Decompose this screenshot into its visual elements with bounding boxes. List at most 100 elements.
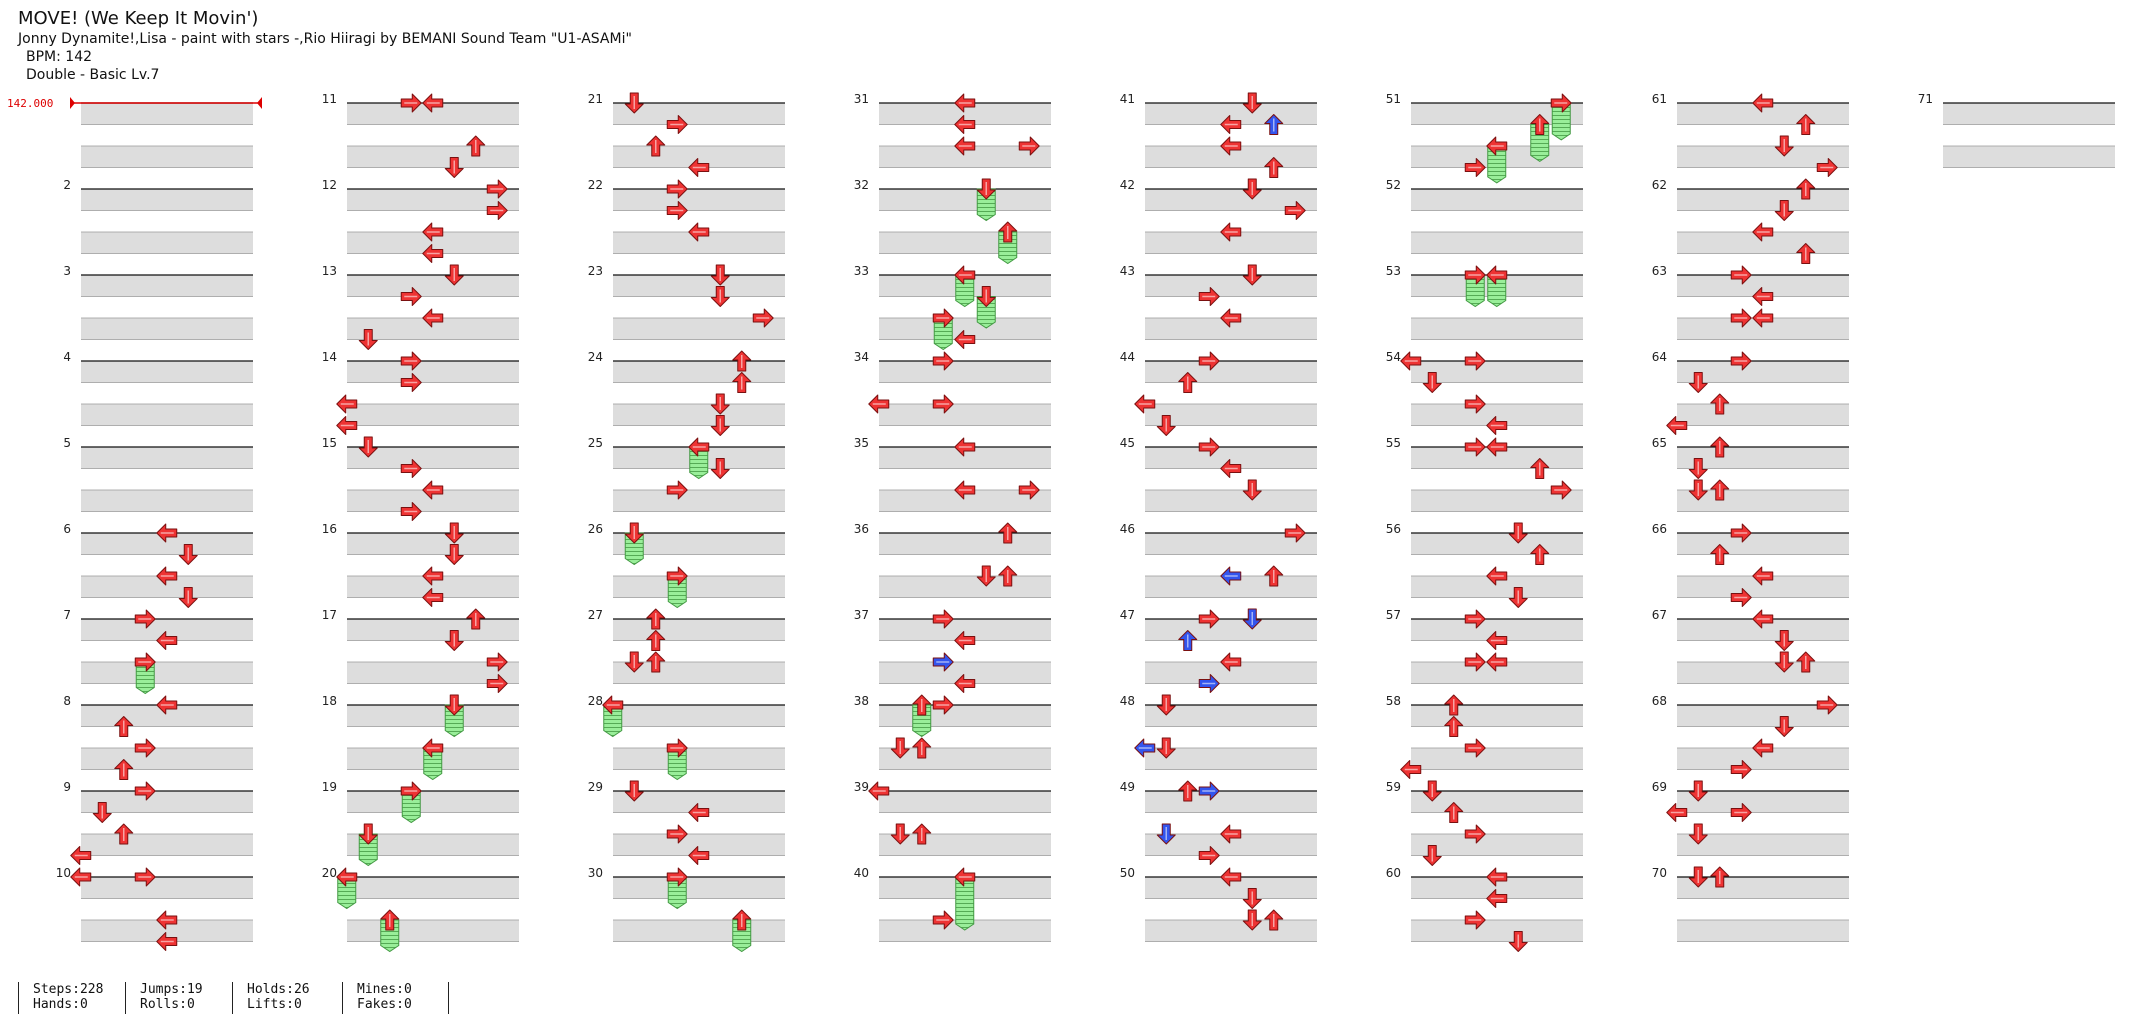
left-arrow-note xyxy=(954,867,976,887)
measure-number: 17 xyxy=(322,608,337,622)
right-arrow-note xyxy=(1730,588,1752,607)
beat-stripe xyxy=(347,232,519,254)
beat-stripe xyxy=(613,877,785,899)
hold-note-body xyxy=(1487,145,1507,184)
measure-number: 4 xyxy=(63,350,71,364)
beat-stripe xyxy=(1145,189,1317,211)
measure-number: 35 xyxy=(854,436,869,450)
beat-stripe xyxy=(1677,834,1849,856)
measure-number: 64 xyxy=(1652,350,1667,364)
down-arrow-note xyxy=(1688,372,1708,393)
measure-number: 57 xyxy=(1386,608,1401,622)
hold-note-body xyxy=(933,317,953,351)
right-arrow-note xyxy=(1198,674,1220,693)
beat-stripe xyxy=(1411,361,1583,383)
down-arrow-note xyxy=(624,780,644,802)
beat-stripe xyxy=(1145,619,1317,641)
beat-stripe xyxy=(879,447,1051,469)
measure-number: 63 xyxy=(1652,264,1667,278)
up-arrow-note xyxy=(1264,565,1284,587)
hold-note-body xyxy=(624,532,644,566)
right-arrow-note xyxy=(932,351,954,371)
down-arrow-note xyxy=(1774,200,1794,221)
beat-stripe xyxy=(1145,447,1317,469)
measure-number: 58 xyxy=(1386,694,1401,708)
hold-note-body xyxy=(135,661,155,695)
measure-number: 25 xyxy=(588,436,603,450)
measure-number: 69 xyxy=(1652,780,1667,794)
measure-number: 51 xyxy=(1386,92,1401,106)
measure-number: 2 xyxy=(63,178,71,192)
beat-stripe xyxy=(613,576,785,598)
right-arrow-note xyxy=(486,674,508,693)
stat-fakes: Fakes:0 xyxy=(357,997,412,1012)
down-arrow-note xyxy=(710,264,730,286)
right-arrow-note xyxy=(400,781,422,801)
left-arrow-note xyxy=(1220,136,1242,156)
song-artist: Jonny Dynamite!,Lisa - paint with stars … xyxy=(18,31,632,47)
beat-stripe xyxy=(81,490,253,512)
left-arrow-note xyxy=(1134,738,1156,758)
down-arrow-note xyxy=(1156,737,1176,759)
down-arrow-note xyxy=(444,694,464,716)
measure-number: 24 xyxy=(588,350,603,364)
left-arrow-note xyxy=(954,93,976,113)
left-arrow-note xyxy=(1752,222,1774,242)
right-arrow-note xyxy=(1730,265,1752,285)
up-arrow-note xyxy=(998,221,1018,243)
up-arrow-note xyxy=(1530,114,1550,135)
measure-number: 43 xyxy=(1120,264,1135,278)
hold-note-body xyxy=(444,704,464,738)
measure-number: 32 xyxy=(854,178,869,192)
beat-stripe xyxy=(81,619,253,641)
up-arrow-note xyxy=(114,823,134,845)
beat-stripe xyxy=(1677,619,1849,641)
beat-stripe xyxy=(347,791,519,813)
beat-stripe xyxy=(1411,877,1583,899)
down-arrow-note xyxy=(1688,479,1708,501)
beat-stripe xyxy=(879,103,1051,125)
down-arrow-note xyxy=(1156,823,1176,845)
beat-stripe xyxy=(613,103,785,125)
right-arrow-note xyxy=(486,652,508,672)
beat-stripe xyxy=(613,232,785,254)
right-arrow-note xyxy=(666,115,688,134)
beat-stripe xyxy=(347,404,519,426)
down-arrow-note xyxy=(1242,264,1262,286)
right-arrow-note xyxy=(1816,158,1838,177)
beat-stripe xyxy=(81,533,253,555)
left-arrow-note xyxy=(1220,824,1242,844)
measure-number: 26 xyxy=(588,522,603,536)
left-arrow-note xyxy=(1486,437,1508,457)
measure-number: 60 xyxy=(1386,866,1401,880)
beat-stripe xyxy=(347,576,519,598)
right-arrow-note xyxy=(1464,738,1486,758)
left-arrow-note xyxy=(156,566,178,586)
up-arrow-note xyxy=(732,372,752,393)
right-arrow-note xyxy=(932,308,954,328)
down-arrow-note xyxy=(1156,694,1176,716)
right-arrow-note xyxy=(400,459,422,478)
beat-stripe xyxy=(1145,662,1317,684)
up-arrow-note xyxy=(1444,716,1464,737)
beat-stripe xyxy=(613,404,785,426)
beat-stripe xyxy=(1411,490,1583,512)
beat-stripe xyxy=(1677,920,1849,942)
up-arrow-note xyxy=(1444,694,1464,716)
right-arrow-note xyxy=(932,394,954,414)
measure-number: 41 xyxy=(1120,92,1135,106)
beat-stripe xyxy=(1411,834,1583,856)
left-arrow-note xyxy=(422,222,444,242)
up-arrow-note xyxy=(1264,157,1284,178)
left-arrow-note xyxy=(422,566,444,586)
beat-stripe xyxy=(81,103,253,125)
beat-stripe xyxy=(1677,447,1849,469)
up-arrow-note xyxy=(1796,243,1816,264)
right-arrow-note xyxy=(666,201,688,220)
right-arrow-note xyxy=(1198,437,1220,457)
beat-stripe xyxy=(347,361,519,383)
hold-note-body xyxy=(603,704,623,738)
left-arrow-note xyxy=(422,244,444,263)
down-arrow-note xyxy=(1242,479,1262,501)
measure-number: 22 xyxy=(588,178,603,192)
